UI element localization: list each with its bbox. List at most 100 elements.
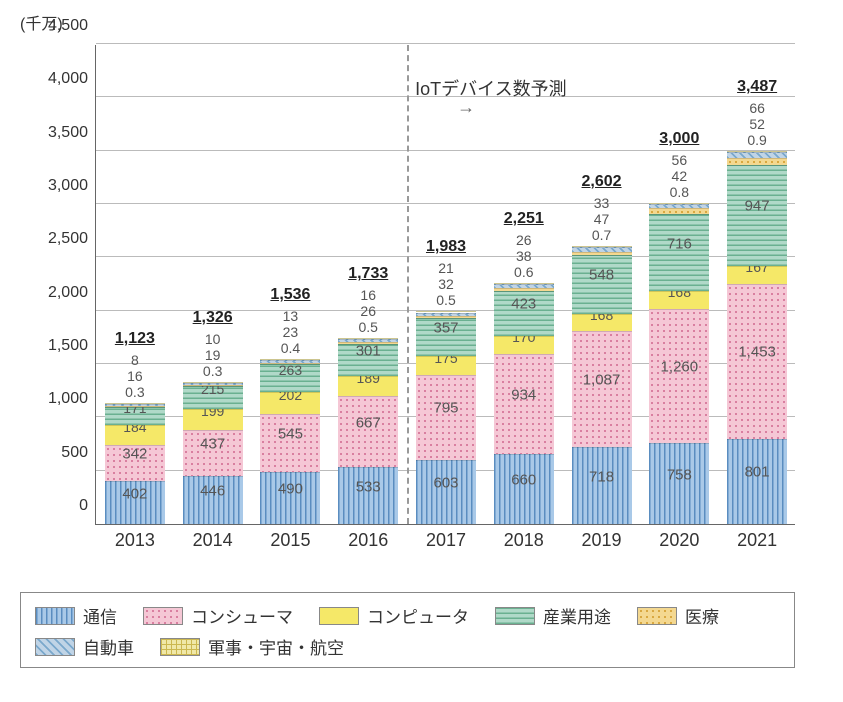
legend-item-industrial: 産業用途 (495, 603, 611, 628)
segment-value-label: 716 (667, 235, 692, 252)
legend-item-medical: 医療 (637, 603, 719, 628)
segment-value-label: 10 (205, 331, 221, 347)
segment-value-label: 357 (433, 320, 458, 337)
bar-segment-tsushin (494, 454, 554, 524)
segment-value-label: 38 (516, 248, 532, 264)
bar-segment-medical (572, 252, 632, 256)
total-label: 2,251 (504, 210, 544, 228)
legend-swatch (143, 607, 183, 625)
segment-value-label: 52 (749, 116, 765, 132)
segment-value-label: 8 (131, 352, 139, 368)
segment-value-label: 795 (433, 400, 458, 417)
segment-value-label: 23 (283, 324, 299, 340)
bar-segment-military (727, 151, 787, 152)
segment-value-label: 1,260 (661, 358, 699, 375)
plot-area: 05001,0001,5002,0002,5003,0003,5004,0004… (95, 45, 795, 525)
segment-value-label: 26 (360, 303, 376, 319)
segment-value-label: 423 (511, 296, 536, 313)
segment-value-label: 801 (745, 464, 770, 481)
forecast-label: IoTデバイス数予測 (415, 75, 566, 101)
segment-value-label: 66 (749, 100, 765, 116)
segment-value-label: 19 (205, 347, 221, 363)
segment-value-label: 301 (356, 342, 381, 359)
segment-value-label: 0.5 (436, 292, 455, 308)
y-tick-label: 2,000 (48, 284, 88, 302)
x-tick-label: 2017 (426, 530, 466, 551)
total-label: 1,733 (348, 265, 388, 283)
gridline (96, 150, 795, 151)
legend-item-military: 軍事・宇宙・航空 (160, 634, 344, 659)
segment-value-label: 545 (278, 425, 303, 442)
bar-segment-medical (649, 208, 709, 214)
bar-segment-tsushin (649, 443, 709, 524)
segment-value-label: 0.4 (281, 340, 300, 356)
total-label: 1,536 (270, 286, 310, 304)
bar-segment-military (494, 283, 554, 284)
legend-label: 自動車 (83, 634, 134, 659)
y-tick-label: 4,500 (48, 17, 88, 35)
segment-value-label: 47 (594, 211, 610, 227)
segment-value-label: 0.3 (203, 363, 222, 379)
bar-segment-auto (494, 284, 554, 288)
bar-segment-industrial (727, 165, 787, 266)
legend-swatch (495, 607, 535, 625)
bar-segment-military (105, 403, 165, 404)
bar-segment-military (416, 311, 476, 312)
gridline (96, 43, 795, 44)
legend-label: コンシューマ (191, 603, 293, 628)
bar-segment-military (338, 338, 398, 339)
forecast-arrow-icon: → (457, 97, 475, 118)
segment-value-label: 342 (122, 445, 147, 462)
legend-label: 通信 (83, 603, 117, 628)
bar-segment-consumer (649, 309, 709, 443)
segment-value-label: 0.9 (747, 132, 766, 148)
segment-value-label: 718 (589, 468, 614, 485)
legend-item-tsushin: 通信 (35, 603, 117, 628)
x-tick-label: 2016 (348, 530, 388, 551)
bar-segment-industrial (572, 255, 632, 313)
x-tick-label: 2018 (504, 530, 544, 551)
segment-value-label: 603 (433, 474, 458, 491)
segment-value-label: 32 (438, 276, 454, 292)
bar-segment-auto (105, 404, 165, 406)
y-tick-label: 500 (61, 444, 88, 462)
bar-segment-auto (338, 339, 398, 342)
bar-segment-auto (649, 204, 709, 208)
bar-segment-military (183, 382, 243, 383)
legend-item-consumer: コンシューマ (143, 603, 293, 628)
segment-value-label: 947 (745, 198, 770, 215)
x-tick-label: 2015 (270, 530, 310, 551)
bar-segment-consumer (494, 354, 554, 454)
legend-label: コンピュータ (367, 603, 469, 628)
segment-value-label: 660 (511, 471, 536, 488)
legend-swatch (319, 607, 359, 625)
legend-label: 産業用途 (543, 603, 611, 628)
segment-value-label: 263 (279, 362, 302, 378)
bar-segment-consumer (416, 375, 476, 460)
bar-segment-tsushin (338, 467, 398, 524)
bar-segment-auto (572, 247, 632, 252)
y-tick-label: 2,500 (48, 230, 88, 248)
total-label: 1,326 (193, 309, 233, 327)
segment-value-label: 16 (360, 287, 376, 303)
bar-segment-medical (727, 158, 787, 165)
legend-swatch (35, 607, 75, 625)
bar-segment-military (260, 359, 320, 360)
segment-value-label: 56 (672, 152, 688, 168)
segment-value-label: 446 (200, 483, 225, 500)
total-label: 1,123 (115, 330, 155, 348)
bar-segment-tsushin (727, 439, 787, 524)
segment-value-label: 1,087 (583, 372, 621, 389)
x-tick-label: 2020 (659, 530, 699, 551)
bar-segment-medical (416, 316, 476, 318)
legend-swatch (637, 607, 677, 625)
segment-value-label: 26 (516, 232, 532, 248)
segment-value-label: 1,453 (738, 344, 776, 361)
segment-value-label: 490 (278, 480, 303, 497)
bar-segment-auto (260, 360, 320, 362)
bar-segment-consumer (260, 414, 320, 472)
y-tick-label: 3,000 (48, 177, 88, 195)
x-tick-label: 2019 (582, 530, 622, 551)
segment-value-label: 402 (122, 485, 147, 502)
bar-segment-consumer (727, 284, 787, 439)
